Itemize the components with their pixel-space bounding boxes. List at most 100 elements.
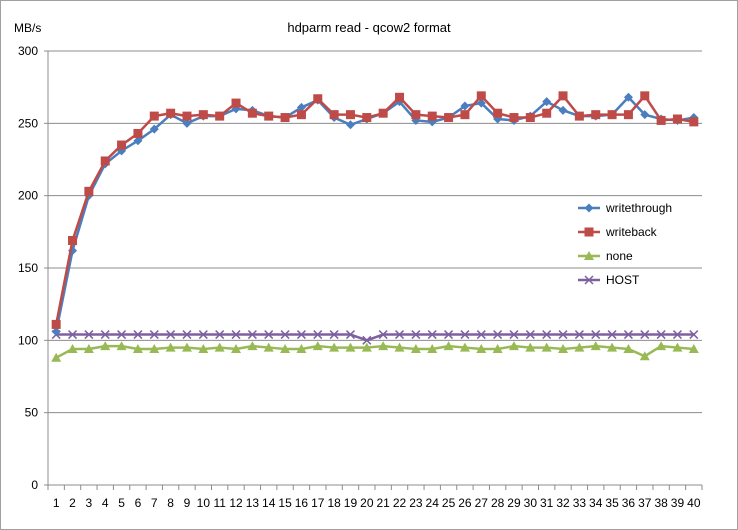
data-point-host: [231, 330, 241, 340]
x-marker-stroke: [231, 330, 241, 340]
data-point-none: [590, 341, 601, 351]
legend-marker: [584, 251, 594, 260]
data-point-writeback: [247, 108, 257, 118]
data-point-writethrough: [345, 120, 355, 130]
x-marker-stroke: [264, 330, 274, 340]
x-tick-label: 39: [671, 496, 685, 510]
data-point-writethrough: [133, 136, 143, 146]
legend-item-writeback: writeback: [578, 225, 658, 239]
data-point-none: [83, 344, 94, 354]
data-point-writeback: [378, 108, 388, 118]
data-point-writeback: [198, 110, 208, 120]
x-marker-stroke: [166, 330, 176, 340]
data-point-writethrough: [182, 118, 192, 128]
data-point-none: [132, 344, 143, 354]
data-point-host: [574, 330, 584, 340]
data-point-writethrough: [296, 102, 306, 112]
data-point-writethrough: [558, 105, 568, 115]
data-point-host: [198, 330, 208, 340]
data-point-writeback: [117, 140, 127, 150]
y-tick-label: 100: [18, 333, 38, 347]
data-point-writeback: [100, 156, 110, 166]
x-tick-label: 13: [246, 496, 260, 510]
data-point-host: [525, 330, 535, 340]
data-point-none: [427, 344, 438, 354]
x-tick-label: 8: [167, 496, 174, 510]
data-point-none: [214, 342, 225, 352]
x-tick-label: 10: [197, 496, 211, 510]
data-point-writeback: [51, 319, 61, 329]
x-tick-label: 30: [524, 496, 538, 510]
x-tick-label: 14: [262, 496, 276, 510]
series-host: [51, 330, 699, 345]
data-point-none: [312, 341, 323, 351]
data-point-none: [623, 344, 634, 354]
x-tick-label: 32: [556, 496, 570, 510]
chart-title: hdparm read - qcow2 format: [287, 20, 451, 35]
x-marker-stroke: [689, 330, 699, 340]
data-point-writethrough: [149, 124, 159, 134]
data-point-host: [280, 330, 290, 340]
data-point-none: [361, 342, 372, 352]
data-point-none: [231, 344, 242, 354]
data-point-none: [459, 342, 470, 352]
data-point-none: [165, 342, 176, 352]
x-tick-label: 36: [622, 496, 636, 510]
data-point-none: [263, 342, 274, 352]
data-point-host: [313, 330, 323, 340]
data-point-none: [508, 341, 519, 351]
data-point-writeback: [444, 113, 454, 123]
legend-item-host: HOST: [578, 273, 640, 287]
x-tick-label: 2: [69, 496, 76, 510]
data-point-none: [672, 342, 683, 352]
x-marker-stroke: [656, 330, 666, 340]
y-tick-label: 0: [31, 478, 38, 492]
data-point-none: [378, 341, 389, 351]
data-point-writeback: [166, 108, 176, 118]
data-point-host: [84, 330, 94, 340]
data-point-writethrough: [51, 327, 61, 337]
data-point-writeback: [411, 110, 421, 120]
x-tick-label: 17: [311, 496, 325, 510]
data-point-writeback: [493, 108, 503, 118]
x-tick-label: 25: [442, 496, 456, 510]
axes: [44, 50, 703, 490]
x-marker-stroke: [493, 330, 503, 340]
x-tick-label: 3: [86, 496, 93, 510]
x-marker-stroke: [345, 330, 356, 340]
x-marker-stroke: [280, 330, 290, 340]
x-marker-stroke: [329, 330, 339, 340]
data-point-none: [558, 344, 569, 354]
series-writethrough: [51, 92, 699, 337]
x-tick-label: 38: [654, 496, 668, 510]
data-point-writeback: [427, 111, 437, 121]
data-point-host: [182, 330, 192, 340]
data-point-writeback: [395, 92, 405, 102]
x-marker-stroke: [584, 275, 594, 285]
x-tick-label: 20: [360, 496, 374, 510]
data-point-host: [247, 330, 257, 340]
x-tick-label: 9: [184, 496, 191, 510]
legend-label: HOST: [606, 273, 640, 287]
data-point-none: [492, 344, 503, 354]
x-tick-label: 23: [409, 496, 423, 510]
data-point-writeback: [313, 94, 323, 104]
data-point-host: [591, 330, 601, 340]
data-point-writeback: [689, 117, 699, 127]
data-point-none: [476, 344, 487, 354]
data-point-writeback: [182, 111, 192, 121]
series-writeback: [51, 91, 699, 329]
x-marker-stroke: [574, 330, 584, 340]
x-tick-label: 19: [344, 496, 358, 510]
legend-label: none: [606, 249, 633, 263]
x-tick-label: 40: [687, 496, 701, 510]
data-point-host: [493, 330, 503, 340]
data-point-writeback: [640, 91, 650, 101]
x-marker-stroke: [362, 335, 372, 345]
data-point-writeback: [264, 111, 274, 121]
x-tick-label: 34: [589, 496, 603, 510]
data-point-host: [394, 330, 405, 340]
x-marker-stroke: [444, 330, 454, 340]
